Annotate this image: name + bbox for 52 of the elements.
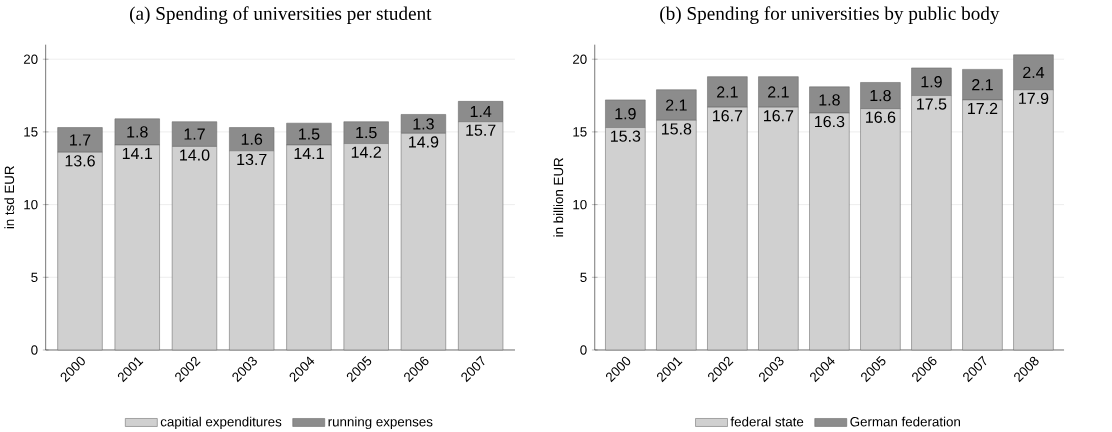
data-label: 2.1 (666, 99, 687, 111)
data-label: 1.8 (819, 94, 840, 106)
data-label: 16.3 (815, 115, 845, 128)
chart-title: (a) Spending of universities per student (129, 6, 432, 24)
y-axis-title: in tsd EUR (4, 166, 15, 229)
y-tick-label: 20 (23, 54, 38, 64)
data-label: 14.1 (122, 147, 153, 159)
data-label: 1.9 (921, 76, 942, 88)
y-tick-label: 0 (580, 345, 587, 355)
data-label: 1.8 (870, 89, 891, 102)
data-label: 1.8 (127, 126, 148, 138)
data-label: 1.5 (299, 128, 320, 140)
legend-label: federal state (730, 416, 804, 427)
y-tick-label: 0 (31, 345, 38, 355)
y-tick-label: 10 (573, 199, 587, 210)
data-label: 14.1 (294, 147, 324, 159)
data-label: 13.7 (237, 153, 267, 166)
y-tick-label: 5 (580, 272, 587, 282)
data-label: 2.1 (717, 86, 738, 98)
data-label: 17.5 (917, 98, 947, 110)
data-label: 1.9 (615, 108, 636, 120)
data-label: 14.0 (180, 149, 210, 161)
y-tick-label: 15 (573, 127, 587, 137)
data-label: 1.4 (470, 106, 492, 118)
data-label: 14.2 (351, 146, 381, 158)
data-label: 2.4 (1023, 66, 1045, 78)
legend-label: running expenses (328, 416, 433, 430)
y-tick-label: 15 (24, 127, 38, 137)
y-tick-label: 10 (24, 199, 38, 210)
data-label: 1.7 (70, 134, 91, 146)
data-label: 2.1 (972, 79, 993, 91)
data-label: 13.6 (65, 155, 95, 167)
data-label: 16.7 (713, 110, 743, 122)
data-label: 16.6 (866, 111, 896, 123)
data-label: 17.2 (968, 102, 998, 115)
data-label: 15.7 (466, 124, 496, 136)
legend-label: German federation (850, 416, 960, 427)
data-label: 17.9 (1019, 92, 1049, 104)
data-label: 1.5 (356, 127, 377, 139)
data-label: 1.6 (241, 133, 263, 145)
data-label: 14.9 (409, 136, 439, 148)
data-label: 2.1 (768, 86, 789, 98)
data-label: 15.8 (662, 123, 692, 135)
data-label: 1.3 (413, 118, 434, 130)
y-tick-label: 5 (31, 272, 38, 282)
chart-title: (b) Spending for universities by public body (660, 6, 1000, 24)
data-label: 1.7 (184, 128, 205, 140)
legend-label: capitial expenditures (160, 416, 282, 430)
data-label: 15.3 (610, 130, 641, 142)
data-label: 16.7 (764, 110, 794, 122)
y-axis-title: in billion EUR (553, 157, 564, 237)
y-tick-label: 20 (573, 54, 587, 64)
